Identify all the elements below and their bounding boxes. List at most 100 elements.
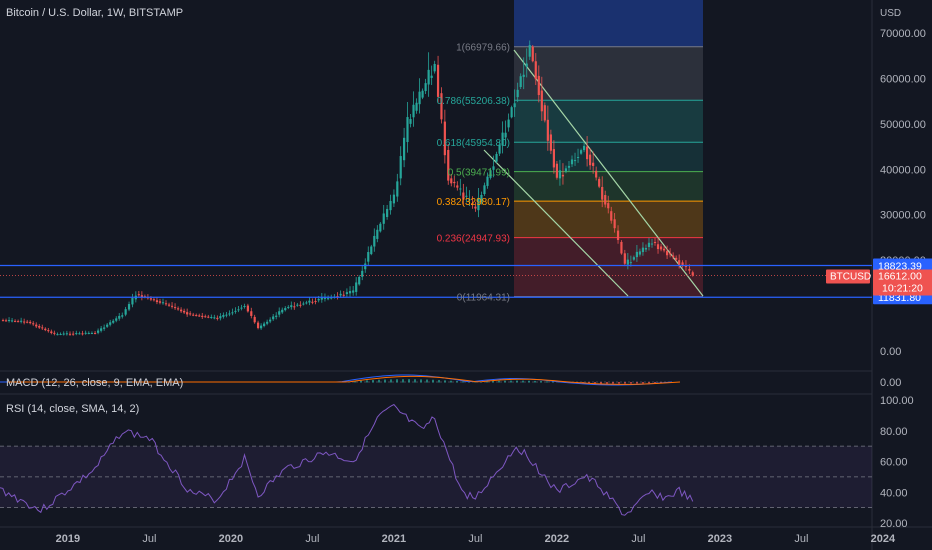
candle-body bbox=[302, 303, 305, 305]
candle-body bbox=[41, 327, 44, 329]
candle-body bbox=[471, 203, 474, 205]
macd-histogram-bar bbox=[414, 379, 416, 383]
candle-body bbox=[629, 262, 632, 264]
candle-body bbox=[498, 144, 501, 154]
candle-body bbox=[4, 320, 8, 322]
candle-body bbox=[164, 303, 168, 305]
rsi-pane bbox=[0, 403, 872, 516]
time-axis[interactable]: 2019 Jul 2020 Jul 2021 Jul 2022 Jul 2023 Jul 2024 bbox=[56, 533, 896, 545]
candle-body bbox=[35, 324, 38, 327]
candle-body bbox=[246, 305, 249, 312]
candle-body bbox=[561, 174, 565, 177]
fib-label: 1(66979.66) bbox=[456, 43, 510, 54]
symbol-badge-label: BTCUSD bbox=[830, 272, 871, 283]
candle-body bbox=[299, 304, 302, 306]
candle-body bbox=[415, 102, 418, 111]
macd-histogram-bar bbox=[510, 380, 512, 383]
time-axis-tick: 2024 bbox=[871, 533, 896, 545]
candle-body bbox=[17, 321, 20, 323]
candle-body bbox=[573, 160, 577, 162]
candle-body bbox=[396, 181, 399, 197]
candle-body bbox=[589, 154, 592, 166]
candle-body bbox=[635, 251, 639, 258]
symbol-title: Bitcoin / U.S. Dollar, 1W, BITSTAMP bbox=[6, 7, 183, 19]
candle-body bbox=[207, 316, 210, 318]
candle-body bbox=[198, 315, 201, 317]
rsi-line bbox=[0, 403, 694, 516]
candle-body bbox=[84, 332, 87, 334]
macd-histogram-bar bbox=[546, 381, 548, 383]
candle-body bbox=[97, 330, 100, 333]
candle-body bbox=[305, 302, 308, 304]
candle-body bbox=[616, 230, 620, 241]
time-axis-tick: 2021 bbox=[382, 533, 406, 545]
macd-histogram-bar bbox=[462, 381, 464, 383]
candle-body bbox=[90, 332, 94, 334]
macd-histogram-bar bbox=[384, 379, 386, 383]
candle-body bbox=[576, 156, 580, 158]
candle-body bbox=[234, 310, 237, 312]
candle-body bbox=[474, 206, 477, 209]
horizontal-lines[interactable] bbox=[0, 264, 872, 298]
candle-body bbox=[266, 321, 269, 324]
last-price-value: 16612.00 bbox=[878, 271, 922, 283]
candle-body bbox=[47, 330, 50, 332]
candle-body bbox=[183, 310, 186, 313]
price-axis-tick: 40000.00 bbox=[880, 164, 926, 176]
fib-zone-top bbox=[514, 0, 703, 47]
candle-body bbox=[367, 252, 370, 262]
candle-body bbox=[492, 166, 495, 170]
candle-body bbox=[62, 333, 65, 335]
candle-body bbox=[604, 195, 607, 205]
candle-body bbox=[278, 311, 281, 315]
candle-body bbox=[225, 314, 228, 316]
time-axis-tick: Jul bbox=[468, 533, 482, 545]
candle-body bbox=[29, 321, 32, 324]
fibonacci-labels: 1(66979.66) 0.786(55206.38) 0.618(45954.80… bbox=[437, 43, 510, 304]
macd-histogram-bar bbox=[372, 380, 374, 383]
macd-histogram-bar bbox=[612, 382, 614, 384]
macd-histogram-bar bbox=[516, 380, 518, 383]
price-axis[interactable]: 0.00 70000.00 60000.00 50000.00 40000.00 3000… bbox=[880, 28, 926, 530]
rsi-axis-tick: 40.00 bbox=[880, 487, 908, 499]
candle-body bbox=[468, 199, 471, 201]
candle-body bbox=[176, 308, 180, 310]
candle-body bbox=[112, 320, 115, 323]
candle-body bbox=[392, 194, 396, 204]
time-axis-tick: 2019 bbox=[56, 533, 80, 545]
upper-line-badge bbox=[873, 258, 932, 273]
candle-body bbox=[440, 93, 443, 120]
candle-body bbox=[662, 248, 666, 251]
candle-body bbox=[379, 223, 382, 232]
channel-upper bbox=[513, 49, 704, 297]
channel-lines[interactable] bbox=[483, 49, 704, 297]
candle-body bbox=[317, 298, 320, 301]
candle-body bbox=[272, 316, 275, 320]
candle-body bbox=[72, 333, 75, 335]
candle-body bbox=[352, 290, 355, 293]
macd-histogram-bar bbox=[594, 382, 596, 384]
candle-body bbox=[240, 307, 243, 309]
candle-body bbox=[644, 248, 648, 250]
candle-body bbox=[152, 299, 156, 301]
candle-body bbox=[311, 301, 314, 303]
macd-histogram-bar bbox=[498, 380, 500, 383]
price-axis-tick: 60000.00 bbox=[880, 73, 926, 85]
candle-body bbox=[124, 309, 127, 315]
candle-body bbox=[65, 333, 68, 335]
candle-body bbox=[68, 333, 72, 335]
price-axis-tick: 30000.00 bbox=[880, 210, 926, 222]
signal-line bbox=[8, 375, 681, 385]
candle-body bbox=[436, 64, 440, 97]
candle-body bbox=[161, 302, 165, 304]
candle-body bbox=[78, 333, 81, 335]
candle-body bbox=[406, 117, 409, 143]
candle-body bbox=[549, 134, 552, 151]
candle-body bbox=[558, 170, 562, 179]
candle-body bbox=[543, 105, 546, 121]
macd-histogram-bar bbox=[618, 382, 620, 384]
